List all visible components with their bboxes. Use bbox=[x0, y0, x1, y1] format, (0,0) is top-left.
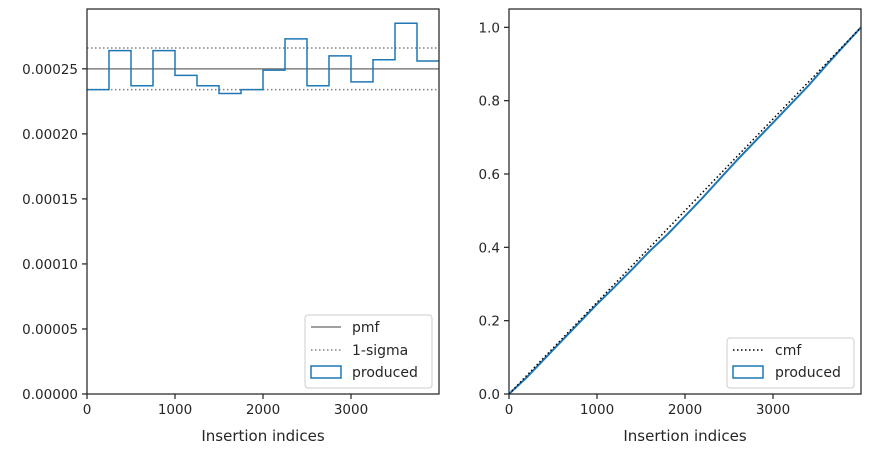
right-x-tick-label: 0 bbox=[505, 402, 514, 418]
legend-sigma-label: 1-sigma bbox=[352, 343, 408, 359]
legend-produced-label: produced bbox=[352, 365, 418, 381]
left-legend-box bbox=[304, 314, 433, 389]
pmf-histogram-panel: 0 1000 2000 3000 0.000000.000050.000100.000… bbox=[22, 8, 440, 445]
right-plot-area bbox=[508, 26, 862, 395]
left-y-tick-label: 0.00010 bbox=[22, 257, 78, 273]
legend-pmf-label: pmf bbox=[352, 320, 381, 336]
left-y-tick-label: 0.00000 bbox=[22, 387, 78, 403]
right-x-tick-label: 2000 bbox=[668, 402, 702, 418]
produced-cumulative-line bbox=[508, 26, 862, 395]
left-x-tick-label: 1000 bbox=[158, 402, 192, 418]
left-y-tick-label: 0.00005 bbox=[22, 322, 78, 338]
right-y-tick-label: 0.0 bbox=[479, 387, 500, 403]
left-y-tick-label: 0.00015 bbox=[22, 192, 78, 208]
left-x-tick-label: 3000 bbox=[334, 402, 368, 418]
right-x-tick-label: 1000 bbox=[580, 402, 614, 418]
left-x-axis-label: Insertion indices bbox=[201, 427, 324, 445]
right-x-axis-label: Insertion indices bbox=[623, 427, 746, 445]
right-legend: cmf produced bbox=[726, 337, 855, 389]
cmf-line bbox=[508, 26, 862, 395]
right-x-ticks: 0 1000 2000 3000 bbox=[505, 394, 790, 418]
right-axes-frame bbox=[508, 8, 862, 395]
legend-produced-swatch bbox=[310, 365, 342, 379]
produced-histogram-step bbox=[87, 22, 439, 95]
right-y-tick-label: 1.0 bbox=[479, 20, 500, 36]
right-y-tick-label: 0.8 bbox=[479, 94, 500, 110]
right-y-tick-label: 0.2 bbox=[479, 314, 500, 330]
left-y-tick-label: 0.00020 bbox=[22, 127, 78, 143]
left-y-ticks: 0.00000 0.00005 0.00010 0.00015 0.00020 0.000… bbox=[22, 62, 87, 403]
right-x-tick-label: 3000 bbox=[756, 402, 790, 418]
left-x-tick-label: 2000 bbox=[246, 402, 280, 418]
cmf-panel: 0 1000 2000 3000 0.0 0.2 0.4 0.6 0.8 1.0 Inserti… bbox=[479, 8, 862, 445]
legend-produced-swatch-right bbox=[732, 365, 764, 379]
right-legend-box bbox=[726, 337, 855, 389]
legend-produced-label-right: produced bbox=[775, 365, 841, 381]
left-plot-area bbox=[87, 22, 439, 95]
right-y-tick-label: 0.6 bbox=[479, 167, 500, 183]
left-legend: pmf 1-sigma produced bbox=[304, 314, 433, 389]
left-y-tick-label: 0.00025 bbox=[22, 62, 78, 78]
left-x-ticks: 0 1000 2000 3000 bbox=[83, 394, 368, 418]
right-y-tick-label: 0.4 bbox=[479, 240, 500, 256]
legend-cmf-label: cmf bbox=[775, 343, 802, 359]
left-x-tick-label: 0 bbox=[83, 402, 92, 418]
right-y-ticks: 0.0 0.2 0.4 0.6 0.8 1.0 bbox=[479, 20, 509, 403]
